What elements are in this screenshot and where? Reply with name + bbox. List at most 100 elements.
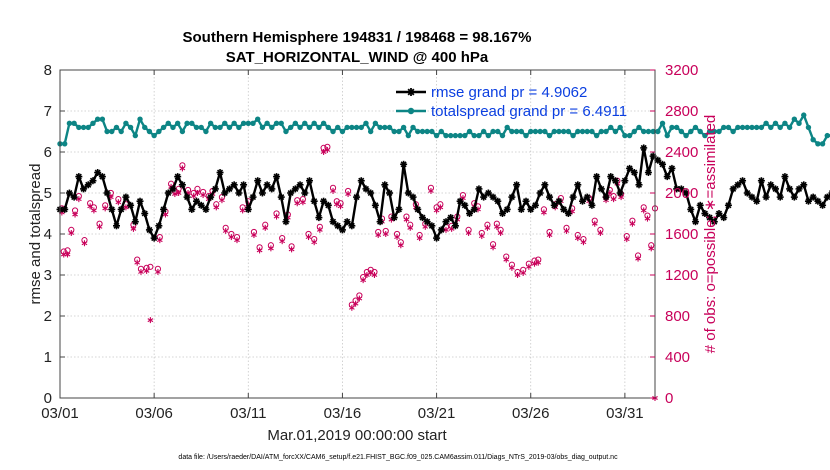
asterisk-stroke [701, 210, 708, 217]
rmse-point [809, 193, 817, 201]
totalspread-point [688, 128, 694, 135]
totalspread-point [269, 124, 275, 131]
rmse-point [254, 177, 262, 185]
obs-assimilated-point [162, 211, 169, 218]
asterisk-stroke [410, 194, 417, 201]
rmse-point [574, 181, 582, 189]
asterisk-stroke [64, 252, 71, 257]
totalspread-point [735, 124, 741, 131]
legend-spread-label: totalspread grand pr = 6.4911 [431, 103, 627, 120]
rmse-point [621, 177, 629, 185]
obs-assimilated-point [130, 225, 137, 232]
asterisk-stroke [438, 226, 445, 233]
rmse-point [677, 185, 685, 193]
totalspread-point [537, 128, 543, 135]
totalspread-point [429, 128, 435, 135]
asterisk-stroke [407, 225, 414, 230]
totalspread-point [650, 128, 656, 135]
totalspread-point [570, 132, 576, 139]
totalspread-point [763, 120, 769, 127]
asterisk-stroke [134, 260, 141, 265]
asterisk-stroke [414, 206, 421, 213]
asterisk-stroke [104, 189, 111, 197]
obs-assimilated-point [175, 190, 182, 196]
obs-assimilated-point [200, 192, 206, 199]
asterisk-stroke [231, 181, 238, 188]
rmse-point [715, 210, 723, 217]
obs-assimilated-point [525, 263, 532, 270]
totalspread-point [240, 120, 247, 127]
asterisk-stroke [520, 270, 527, 275]
asterisk-stroke [143, 268, 150, 273]
obs-assimilated-point [213, 204, 220, 211]
rmse-point [329, 218, 337, 226]
asterisk-stroke [659, 161, 666, 168]
asterisk-stroke [194, 191, 201, 195]
asterisk-stroke [772, 185, 779, 192]
obs-assimilated-point [574, 235, 581, 242]
obs-assimilated-point [81, 240, 88, 247]
asterisk-stroke [697, 202, 704, 209]
totalspread-point [377, 124, 383, 131]
rmse-point [776, 193, 784, 201]
rmse-point [395, 205, 403, 213]
obs-assimilated-point [234, 237, 240, 244]
obs-assimilated-point [156, 237, 163, 244]
totalspread-point [608, 124, 614, 131]
rmse-point [334, 222, 342, 230]
totalspread-point [565, 128, 572, 135]
totalspread-point [94, 116, 101, 122]
obs-assimilated-point [279, 238, 286, 245]
totalspread-point [127, 124, 134, 131]
asterisk-stroke [362, 185, 370, 192]
obs-assimilated-point [648, 245, 655, 252]
totalspread-point [264, 120, 270, 127]
asterisk-stroke [72, 212, 78, 217]
asterisk-stroke [394, 235, 400, 240]
totalspread-point [358, 124, 364, 131]
asterisk-stroke [810, 194, 817, 201]
rmse-point [757, 177, 765, 185]
asterisk-stroke [475, 185, 482, 192]
rmse-point [428, 222, 436, 230]
rmse-point [687, 205, 695, 213]
obs-assimilated-point [503, 256, 510, 263]
totalspread-point [560, 128, 567, 135]
totalspread-point [697, 128, 703, 135]
totalspread-point [174, 120, 181, 127]
asterisk-stroke [518, 206, 525, 213]
rmse-point [296, 181, 304, 189]
asterisk-stroke [485, 189, 492, 197]
asterisk-stroke [122, 194, 129, 201]
totalspread-point [725, 124, 732, 131]
asterisk-stroke [668, 165, 675, 172]
asterisk-stroke [268, 185, 275, 192]
chart-title-line1: Southern Hemisphere 194831 / 198468 = 98… [183, 29, 532, 46]
rmse-point [663, 173, 671, 181]
obs-assimilated-point [96, 223, 103, 230]
asterisk-stroke [457, 198, 464, 205]
rmse-point [263, 181, 271, 189]
y-tick-label-right: 400 [665, 349, 690, 366]
totalspread-point [400, 124, 407, 131]
totalspread-point [438, 128, 444, 135]
rmse-point [489, 193, 497, 201]
rmse-point [409, 193, 417, 201]
totalspread-point [702, 132, 708, 139]
rmse-point [480, 193, 488, 201]
rmse-point [418, 214, 426, 222]
rmse-point [522, 197, 530, 205]
asterisk-stroke [200, 193, 206, 198]
asterisk-stroke [113, 222, 120, 229]
rmse-point [607, 173, 615, 181]
asterisk-stroke [734, 181, 741, 188]
asterisk-stroke [603, 194, 610, 201]
totalspread-point [448, 132, 454, 139]
totalspread-point [109, 128, 115, 135]
obs-assimilated-point [179, 165, 186, 172]
rmse-point [127, 201, 135, 209]
asterisk-stroke [273, 214, 280, 219]
y-tick-label-left: 6 [44, 144, 52, 161]
y-tick-label-left: 0 [44, 390, 52, 407]
rmse-point [739, 177, 747, 185]
